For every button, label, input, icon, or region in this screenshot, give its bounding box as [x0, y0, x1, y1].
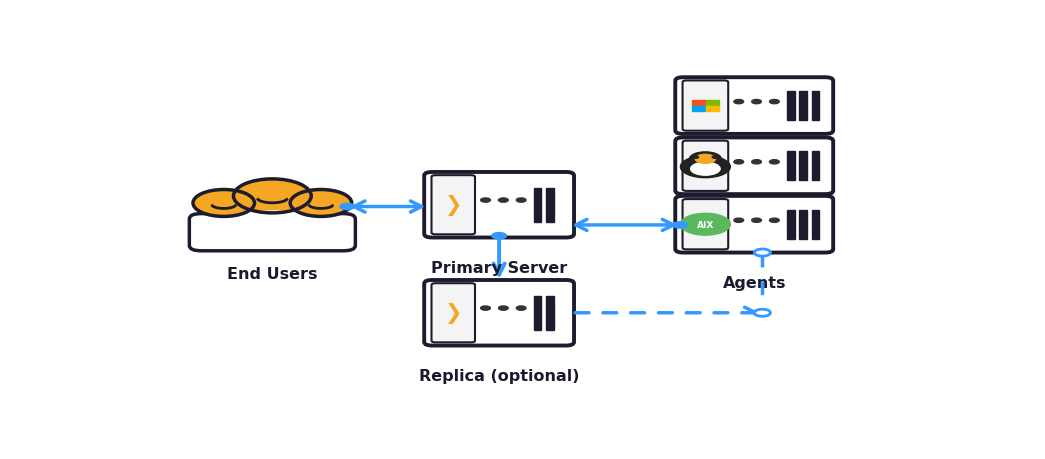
- Bar: [706, 106, 719, 112]
- Circle shape: [769, 218, 780, 223]
- Text: AIX: AIX: [697, 220, 714, 229]
- Circle shape: [751, 218, 762, 223]
- Bar: [692, 106, 704, 112]
- Circle shape: [751, 100, 762, 105]
- Bar: [787, 152, 794, 181]
- Bar: [812, 152, 819, 181]
- FancyBboxPatch shape: [682, 141, 728, 191]
- FancyBboxPatch shape: [675, 196, 833, 253]
- Bar: [799, 152, 807, 181]
- Circle shape: [754, 249, 770, 257]
- Circle shape: [340, 204, 354, 210]
- Polygon shape: [202, 211, 343, 220]
- Circle shape: [481, 198, 490, 203]
- Bar: [787, 92, 794, 121]
- Circle shape: [516, 198, 526, 203]
- Bar: [799, 92, 807, 121]
- Text: Primary Server: Primary Server: [431, 261, 567, 275]
- Text: End Users: End Users: [227, 267, 318, 282]
- Bar: [706, 101, 719, 106]
- Circle shape: [233, 179, 311, 213]
- Circle shape: [691, 163, 720, 176]
- FancyBboxPatch shape: [424, 280, 574, 346]
- Circle shape: [693, 157, 698, 159]
- Circle shape: [751, 160, 762, 165]
- Circle shape: [481, 306, 490, 311]
- Bar: [534, 188, 541, 222]
- Circle shape: [680, 157, 730, 178]
- Bar: [547, 296, 554, 330]
- Circle shape: [713, 157, 718, 159]
- Circle shape: [193, 190, 255, 217]
- Circle shape: [498, 306, 508, 311]
- Circle shape: [680, 214, 730, 235]
- Text: Replica (optional): Replica (optional): [419, 368, 579, 383]
- Bar: [534, 296, 541, 330]
- FancyBboxPatch shape: [675, 78, 833, 134]
- FancyBboxPatch shape: [432, 176, 475, 235]
- FancyBboxPatch shape: [682, 81, 728, 131]
- Bar: [812, 92, 819, 121]
- Circle shape: [291, 190, 352, 217]
- Circle shape: [734, 100, 744, 105]
- Circle shape: [690, 152, 721, 167]
- Circle shape: [734, 218, 744, 223]
- Circle shape: [734, 160, 744, 165]
- Circle shape: [754, 309, 770, 317]
- Bar: [812, 210, 819, 239]
- Bar: [692, 101, 704, 106]
- FancyBboxPatch shape: [424, 173, 574, 238]
- Circle shape: [673, 222, 688, 229]
- Circle shape: [695, 155, 716, 164]
- FancyBboxPatch shape: [189, 214, 355, 251]
- Text: ❯: ❯: [444, 302, 462, 324]
- Text: ❯: ❯: [444, 195, 462, 216]
- Circle shape: [516, 306, 526, 311]
- Circle shape: [769, 100, 780, 105]
- FancyBboxPatch shape: [675, 138, 833, 195]
- Bar: [547, 188, 554, 222]
- Text: Agents: Agents: [722, 275, 786, 291]
- Circle shape: [498, 198, 508, 203]
- Circle shape: [769, 160, 780, 165]
- Circle shape: [492, 233, 507, 240]
- FancyBboxPatch shape: [682, 200, 728, 250]
- Bar: [787, 210, 794, 239]
- Bar: [799, 210, 807, 239]
- FancyBboxPatch shape: [432, 284, 475, 342]
